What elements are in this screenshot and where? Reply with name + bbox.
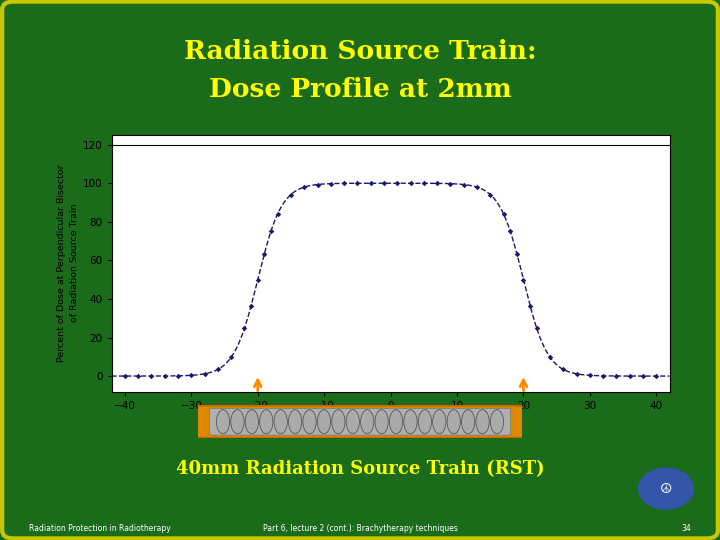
Ellipse shape — [231, 410, 244, 434]
Ellipse shape — [390, 410, 402, 434]
Text: 40mm Radiation Source Train (RST): 40mm Radiation Source Train (RST) — [176, 460, 544, 478]
Text: ☮: ☮ — [660, 482, 672, 496]
Ellipse shape — [418, 410, 431, 434]
Circle shape — [639, 468, 693, 509]
Ellipse shape — [447, 410, 460, 434]
Ellipse shape — [260, 410, 273, 434]
Ellipse shape — [303, 410, 316, 434]
Text: Radiation Source Train:: Radiation Source Train: — [184, 39, 536, 64]
Ellipse shape — [346, 410, 359, 434]
Ellipse shape — [246, 410, 258, 434]
Ellipse shape — [332, 410, 345, 434]
Ellipse shape — [289, 410, 302, 434]
Text: Dose Profile at 2mm: Dose Profile at 2mm — [209, 77, 511, 102]
Ellipse shape — [476, 410, 489, 434]
Ellipse shape — [433, 410, 446, 434]
Ellipse shape — [404, 410, 417, 434]
Text: Radiation Protection in Radiotherapy: Radiation Protection in Radiotherapy — [29, 524, 171, 532]
Ellipse shape — [274, 410, 287, 434]
Y-axis label: Percent of Dose at Perpendicular Bisector
of Radiation Source Train: Percent of Dose at Perpendicular Bisecto… — [57, 165, 78, 362]
Ellipse shape — [462, 410, 474, 434]
Ellipse shape — [490, 410, 503, 434]
Ellipse shape — [318, 410, 330, 434]
Ellipse shape — [375, 410, 388, 434]
Text: Part 6, lecture 2 (cont.): Brachytherapy techniques: Part 6, lecture 2 (cont.): Brachytherapy… — [263, 524, 457, 532]
FancyBboxPatch shape — [210, 408, 510, 435]
X-axis label: Distance along Radiation Source Train (mm): Distance along Radiation Source Train (m… — [276, 413, 505, 423]
FancyBboxPatch shape — [185, 406, 535, 438]
Ellipse shape — [217, 410, 230, 434]
Text: 34: 34 — [681, 524, 691, 532]
Ellipse shape — [361, 410, 374, 434]
